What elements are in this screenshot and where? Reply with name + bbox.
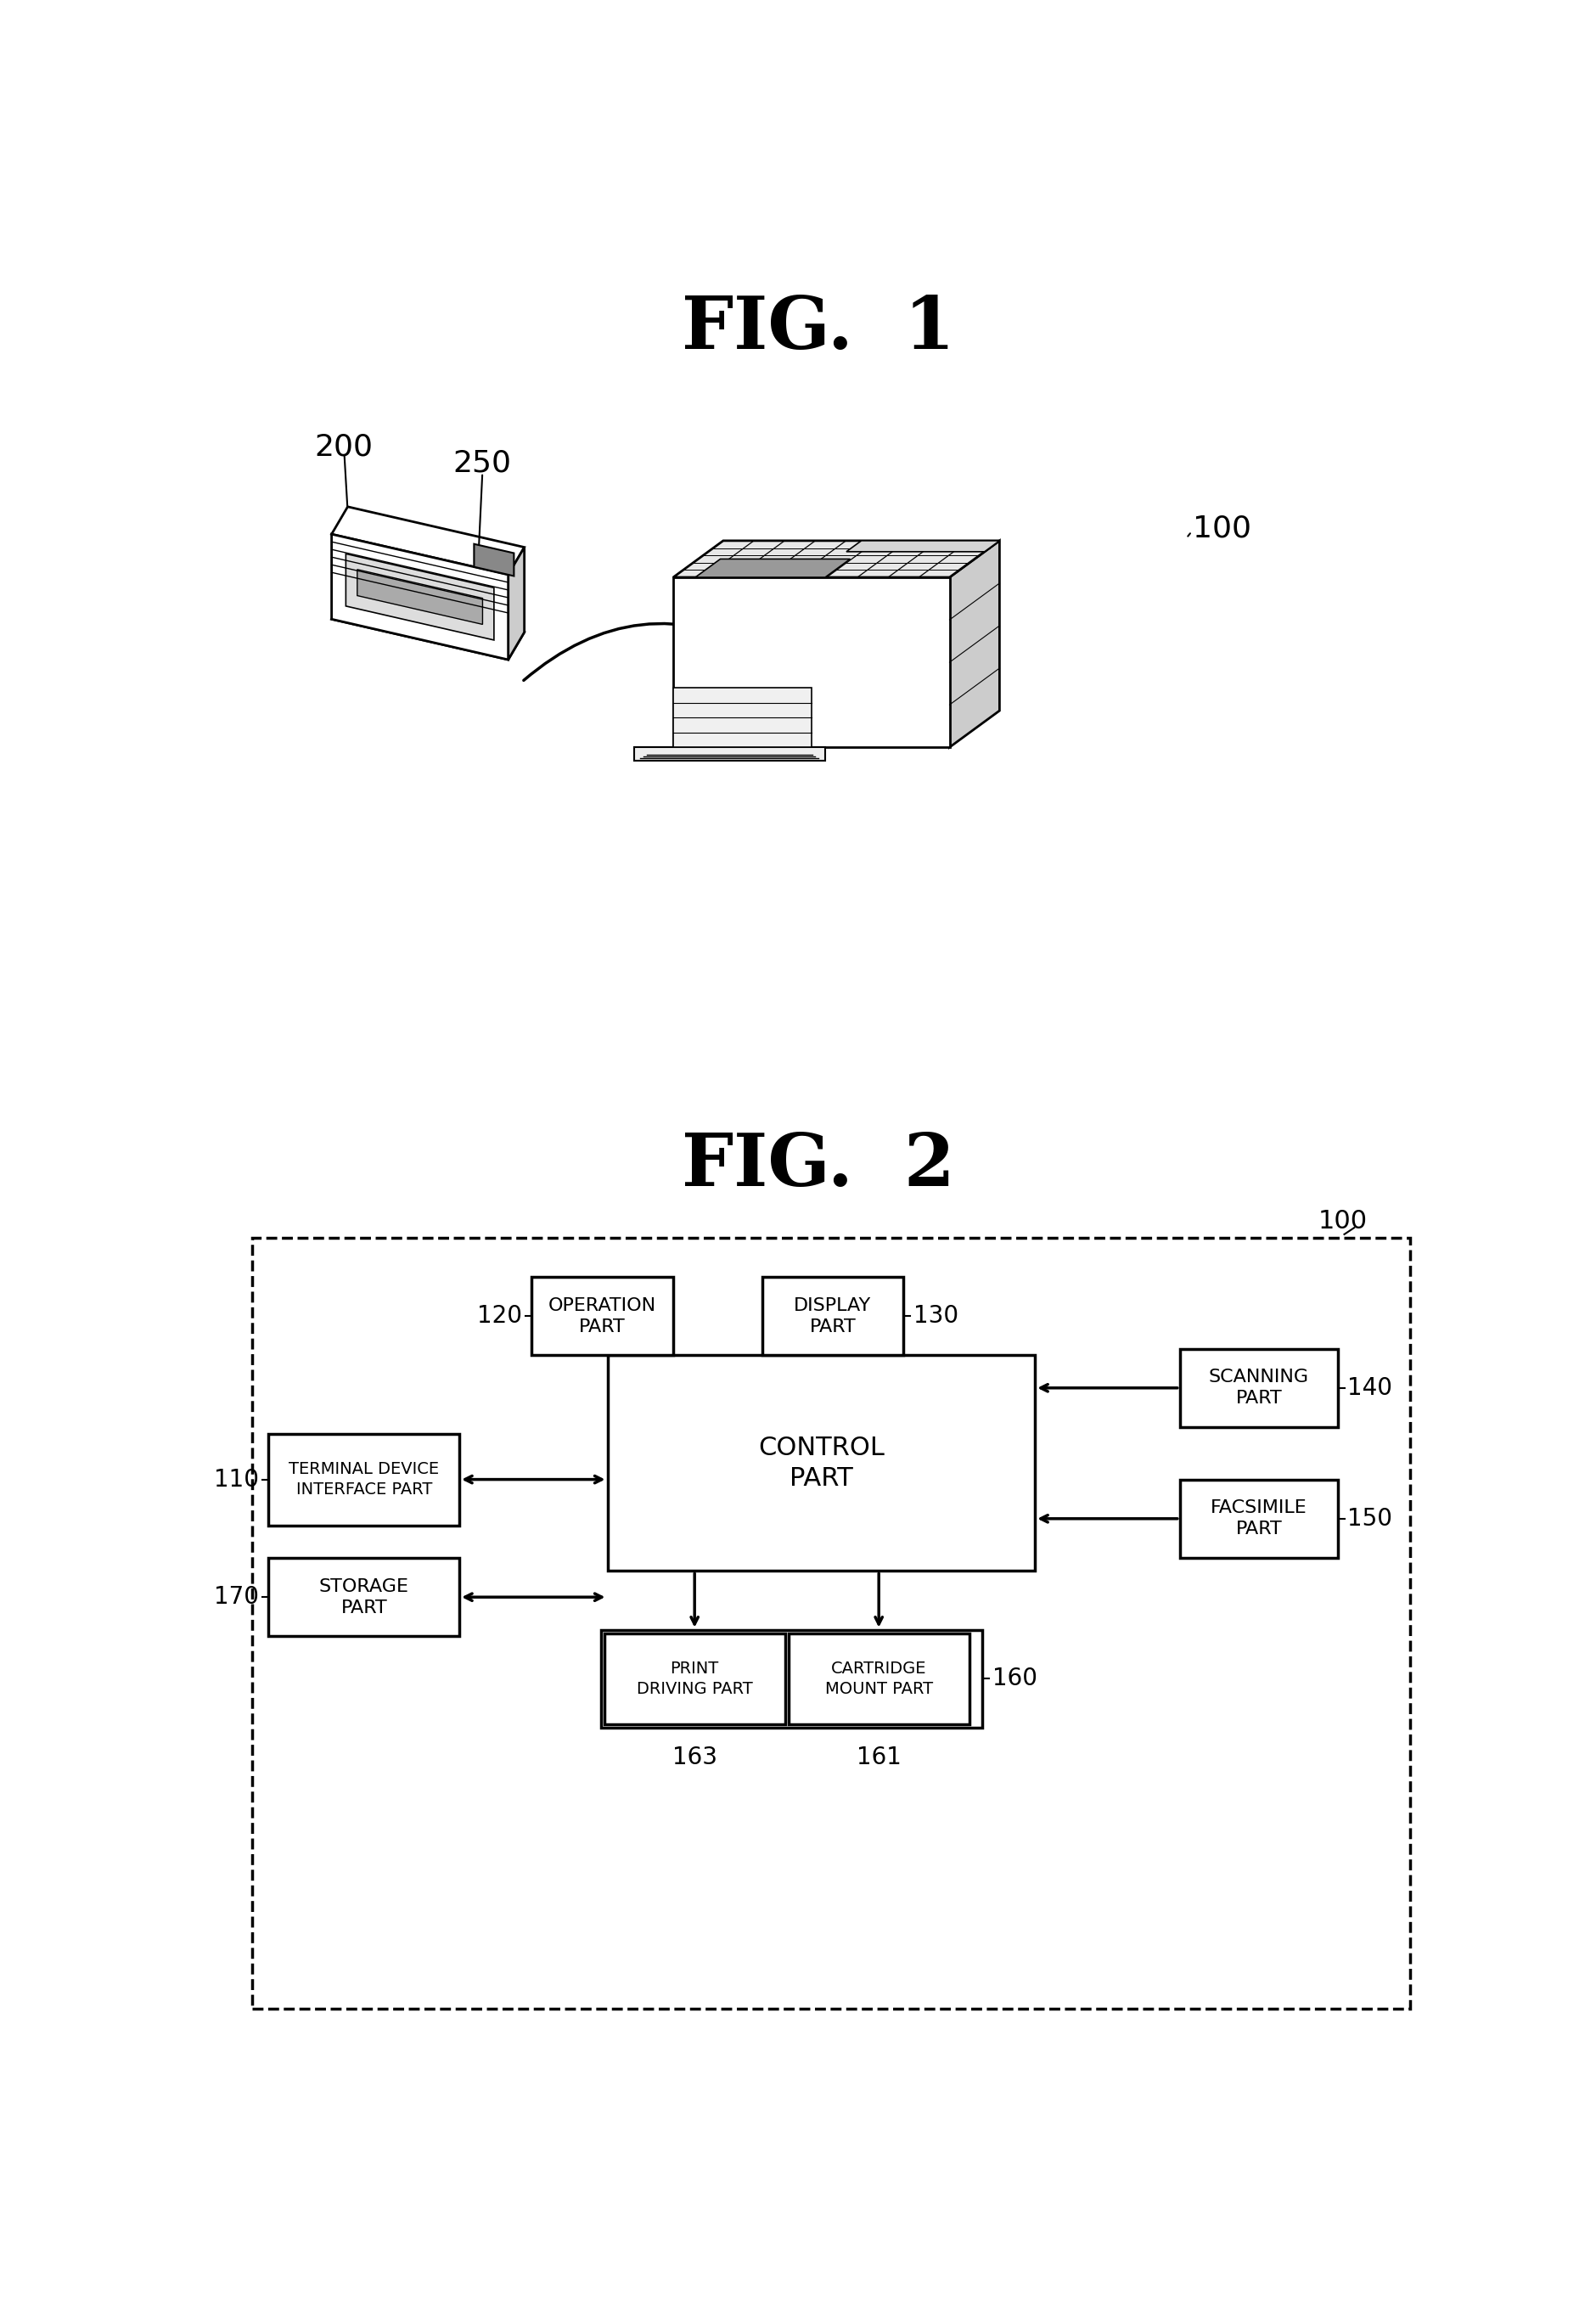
Text: 163: 163 bbox=[672, 1745, 717, 1770]
Text: DISPLAY
PART: DISPLAY PART bbox=[795, 1298, 871, 1335]
Polygon shape bbox=[332, 507, 525, 574]
Text: 160: 160 bbox=[993, 1667, 1037, 1690]
Bar bbox=[252, 1238, 1411, 2010]
Polygon shape bbox=[508, 546, 525, 659]
Polygon shape bbox=[474, 544, 514, 576]
Text: 250: 250 bbox=[453, 449, 511, 477]
Text: 120: 120 bbox=[477, 1305, 522, 1328]
Text: PRINT
DRIVING PART: PRINT DRIVING PART bbox=[637, 1662, 753, 1696]
Text: 130: 130 bbox=[913, 1305, 959, 1328]
Text: FIG.  2: FIG. 2 bbox=[681, 1129, 954, 1201]
Polygon shape bbox=[634, 747, 825, 761]
Bar bbox=[1179, 1480, 1337, 1558]
Polygon shape bbox=[346, 553, 495, 641]
Text: FACSIMILE
PART: FACSIMILE PART bbox=[1210, 1501, 1307, 1537]
Polygon shape bbox=[674, 576, 950, 747]
Polygon shape bbox=[358, 569, 482, 625]
Polygon shape bbox=[950, 542, 999, 747]
Text: SCANNING
PART: SCANNING PART bbox=[1208, 1369, 1309, 1406]
Bar bbox=[608, 1355, 1036, 1572]
Bar bbox=[1179, 1348, 1337, 1427]
Polygon shape bbox=[674, 687, 811, 747]
Text: 100: 100 bbox=[1192, 514, 1251, 542]
Bar bbox=[761, 1277, 903, 1355]
Polygon shape bbox=[332, 592, 525, 659]
Text: STORAGE
PART: STORAGE PART bbox=[319, 1579, 409, 1616]
Text: 110: 110 bbox=[214, 1468, 259, 1491]
Bar bbox=[605, 1632, 785, 1724]
Bar bbox=[531, 1277, 674, 1355]
Text: CARTRIDGE
MOUNT PART: CARTRIDGE MOUNT PART bbox=[825, 1662, 932, 1696]
Text: 200: 200 bbox=[314, 431, 373, 461]
Text: 170: 170 bbox=[214, 1586, 259, 1609]
Bar bbox=[268, 1434, 460, 1526]
Polygon shape bbox=[674, 542, 999, 576]
Text: CONTROL
PART: CONTROL PART bbox=[758, 1436, 884, 1491]
Bar bbox=[788, 1632, 969, 1724]
Text: TERMINAL DEVICE
INTERFACE PART: TERMINAL DEVICE INTERFACE PART bbox=[289, 1461, 439, 1498]
Polygon shape bbox=[696, 560, 851, 576]
Text: 100: 100 bbox=[1318, 1208, 1368, 1233]
Text: FIG.  1: FIG. 1 bbox=[681, 293, 954, 364]
Text: OPERATION
PART: OPERATION PART bbox=[549, 1298, 656, 1335]
Text: 150: 150 bbox=[1347, 1507, 1393, 1531]
Text: 180: 180 bbox=[846, 1307, 891, 1332]
Bar bbox=[600, 1630, 983, 1729]
Text: 161: 161 bbox=[857, 1745, 902, 1770]
Polygon shape bbox=[332, 535, 508, 659]
Bar bbox=[268, 1558, 460, 1637]
Text: 140: 140 bbox=[1347, 1376, 1393, 1399]
Polygon shape bbox=[846, 542, 999, 551]
